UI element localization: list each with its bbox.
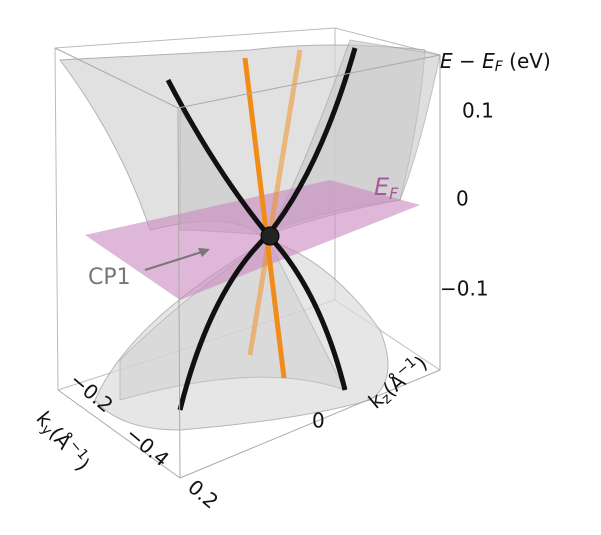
crossing-point	[260, 226, 280, 246]
fermi-label: EF	[374, 173, 399, 203]
energy-tick: 0	[456, 187, 469, 211]
energy-label: E − EF (eV)	[440, 49, 551, 76]
energy-tick: −0.1	[440, 277, 489, 301]
label-part: F	[389, 184, 399, 203]
label-part: E − E	[440, 49, 495, 73]
arrowhead	[198, 248, 210, 257]
label-part: (eV)	[503, 49, 551, 73]
label-part: E	[374, 173, 390, 201]
box-front	[54, 47, 441, 479]
fermi-plane	[85, 180, 420, 300]
cp-label: CP1	[88, 265, 131, 290]
ky-tick: 0.2	[183, 475, 223, 514]
orange-bands	[242, 49, 303, 379]
energy-tick: 0.1	[462, 99, 494, 123]
arrow	[144, 249, 209, 271]
ky-label: ky(Å−1)	[30, 405, 96, 476]
label-part: F	[495, 59, 504, 75]
kz-tick: 0	[312, 409, 325, 433]
